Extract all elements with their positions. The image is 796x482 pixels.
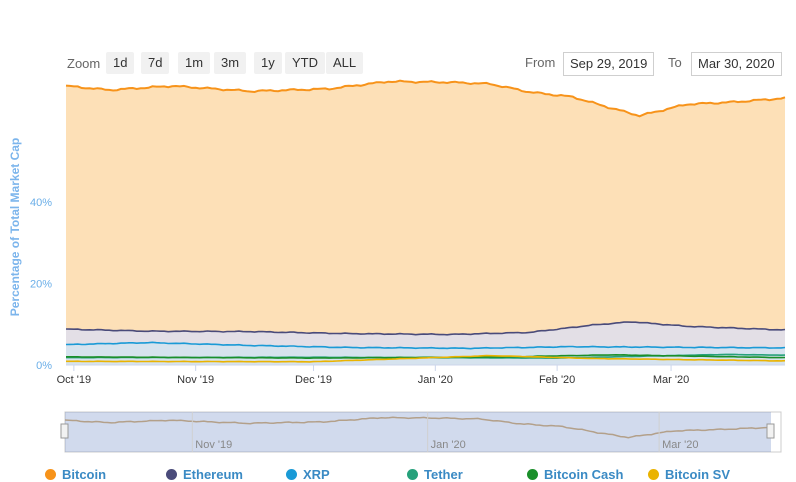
navigator-left-handle[interactable]	[60, 423, 69, 439]
line-bitcoin-sv[interactable]	[66, 354, 786, 363]
y-axis-label: Percentage of Total Market Cap	[8, 138, 22, 317]
navigator-selection[interactable]	[65, 412, 771, 452]
zoom-ytd-button[interactable]: YTD	[285, 52, 325, 74]
x-tick-label: Oct '19	[57, 374, 92, 386]
navigator-right-handle[interactable]	[766, 423, 775, 439]
y-tick-label: 0%	[36, 360, 52, 372]
zoom-all-button[interactable]: ALL	[326, 52, 364, 74]
legend-label: Bitcoin Cash	[544, 467, 624, 482]
to-label: To	[668, 55, 682, 70]
navigator-line	[64, 416, 772, 439]
legend-xrp[interactable]: XRP	[286, 467, 330, 482]
legend-dot-icon	[166, 469, 177, 480]
x-axis-ticks: Oct '19 Nov '19 Dec '19 Jan '20 Feb '20 Mar '…	[57, 364, 785, 386]
legend-bitcoin-cash[interactable]: Bitcoin Cash	[527, 467, 623, 482]
zoom-label: Zoom	[67, 56, 101, 71]
y-axis-ticks: 0% 20% 40%	[30, 197, 52, 372]
legend-ethereum[interactable]: Ethereum	[166, 467, 243, 482]
legend-label: Bitcoin SV	[665, 467, 731, 482]
legend-label: Ethereum	[183, 467, 243, 482]
x-tick-label: Feb '20	[539, 374, 575, 386]
to-date-input[interactable]: Mar 30, 2020	[691, 52, 782, 76]
zoom-1y-button[interactable]: 1y	[254, 52, 282, 74]
zoom-3m-button[interactable]: 3m	[214, 52, 247, 74]
legend-bitcoin-sv[interactable]: Bitcoin SV	[648, 467, 730, 482]
legend-dot-icon	[527, 469, 538, 480]
legend-tether[interactable]: Tether	[407, 467, 463, 482]
x-tick-label: Jan '20	[418, 374, 453, 386]
legend-bitcoin[interactable]: Bitcoin	[45, 467, 106, 482]
x-tick-label: Mar '20	[653, 374, 689, 386]
legend-dot-icon	[648, 469, 659, 480]
legend-dot-icon	[45, 469, 56, 480]
navigator-tick-label: Jan '20	[431, 439, 466, 451]
zoom-1d-button[interactable]: 1d	[106, 52, 135, 74]
line-bitcoin[interactable]	[65, 79, 786, 118]
line-ethereum[interactable]	[65, 321, 786, 336]
y-tick-label: 40%	[30, 197, 52, 209]
series-lines	[65, 79, 786, 363]
line-xrp[interactable]	[65, 341, 786, 350]
legend-label: XRP	[303, 467, 330, 482]
navigator-tick-label: Nov '19	[195, 439, 232, 451]
x-tick-label: Dec '19	[295, 374, 332, 386]
from-date-input[interactable]: Sep 29, 2019	[563, 52, 655, 76]
navigator-ticks: Nov '19 Jan '20 Mar '20	[191, 412, 698, 452]
legend-label: Bitcoin	[62, 467, 107, 482]
x-tick-label: Nov '19	[177, 374, 214, 386]
legend-dot-icon	[286, 469, 297, 480]
series-areas	[66, 80, 785, 365]
area-bitcoin	[66, 80, 785, 365]
legend-dot-icon	[407, 469, 418, 480]
navigator-tick-label: Mar '20	[662, 439, 698, 451]
zoom-1m-button[interactable]: 1m	[178, 52, 211, 74]
y-tick-label: 20%	[30, 279, 52, 291]
navigator: Nov '19 Jan '20 Mar '20	[60, 411, 782, 453]
zoom-7d-button[interactable]: 7d	[141, 52, 170, 74]
legend-label: Tether	[424, 467, 463, 482]
from-label: From	[525, 55, 556, 70]
